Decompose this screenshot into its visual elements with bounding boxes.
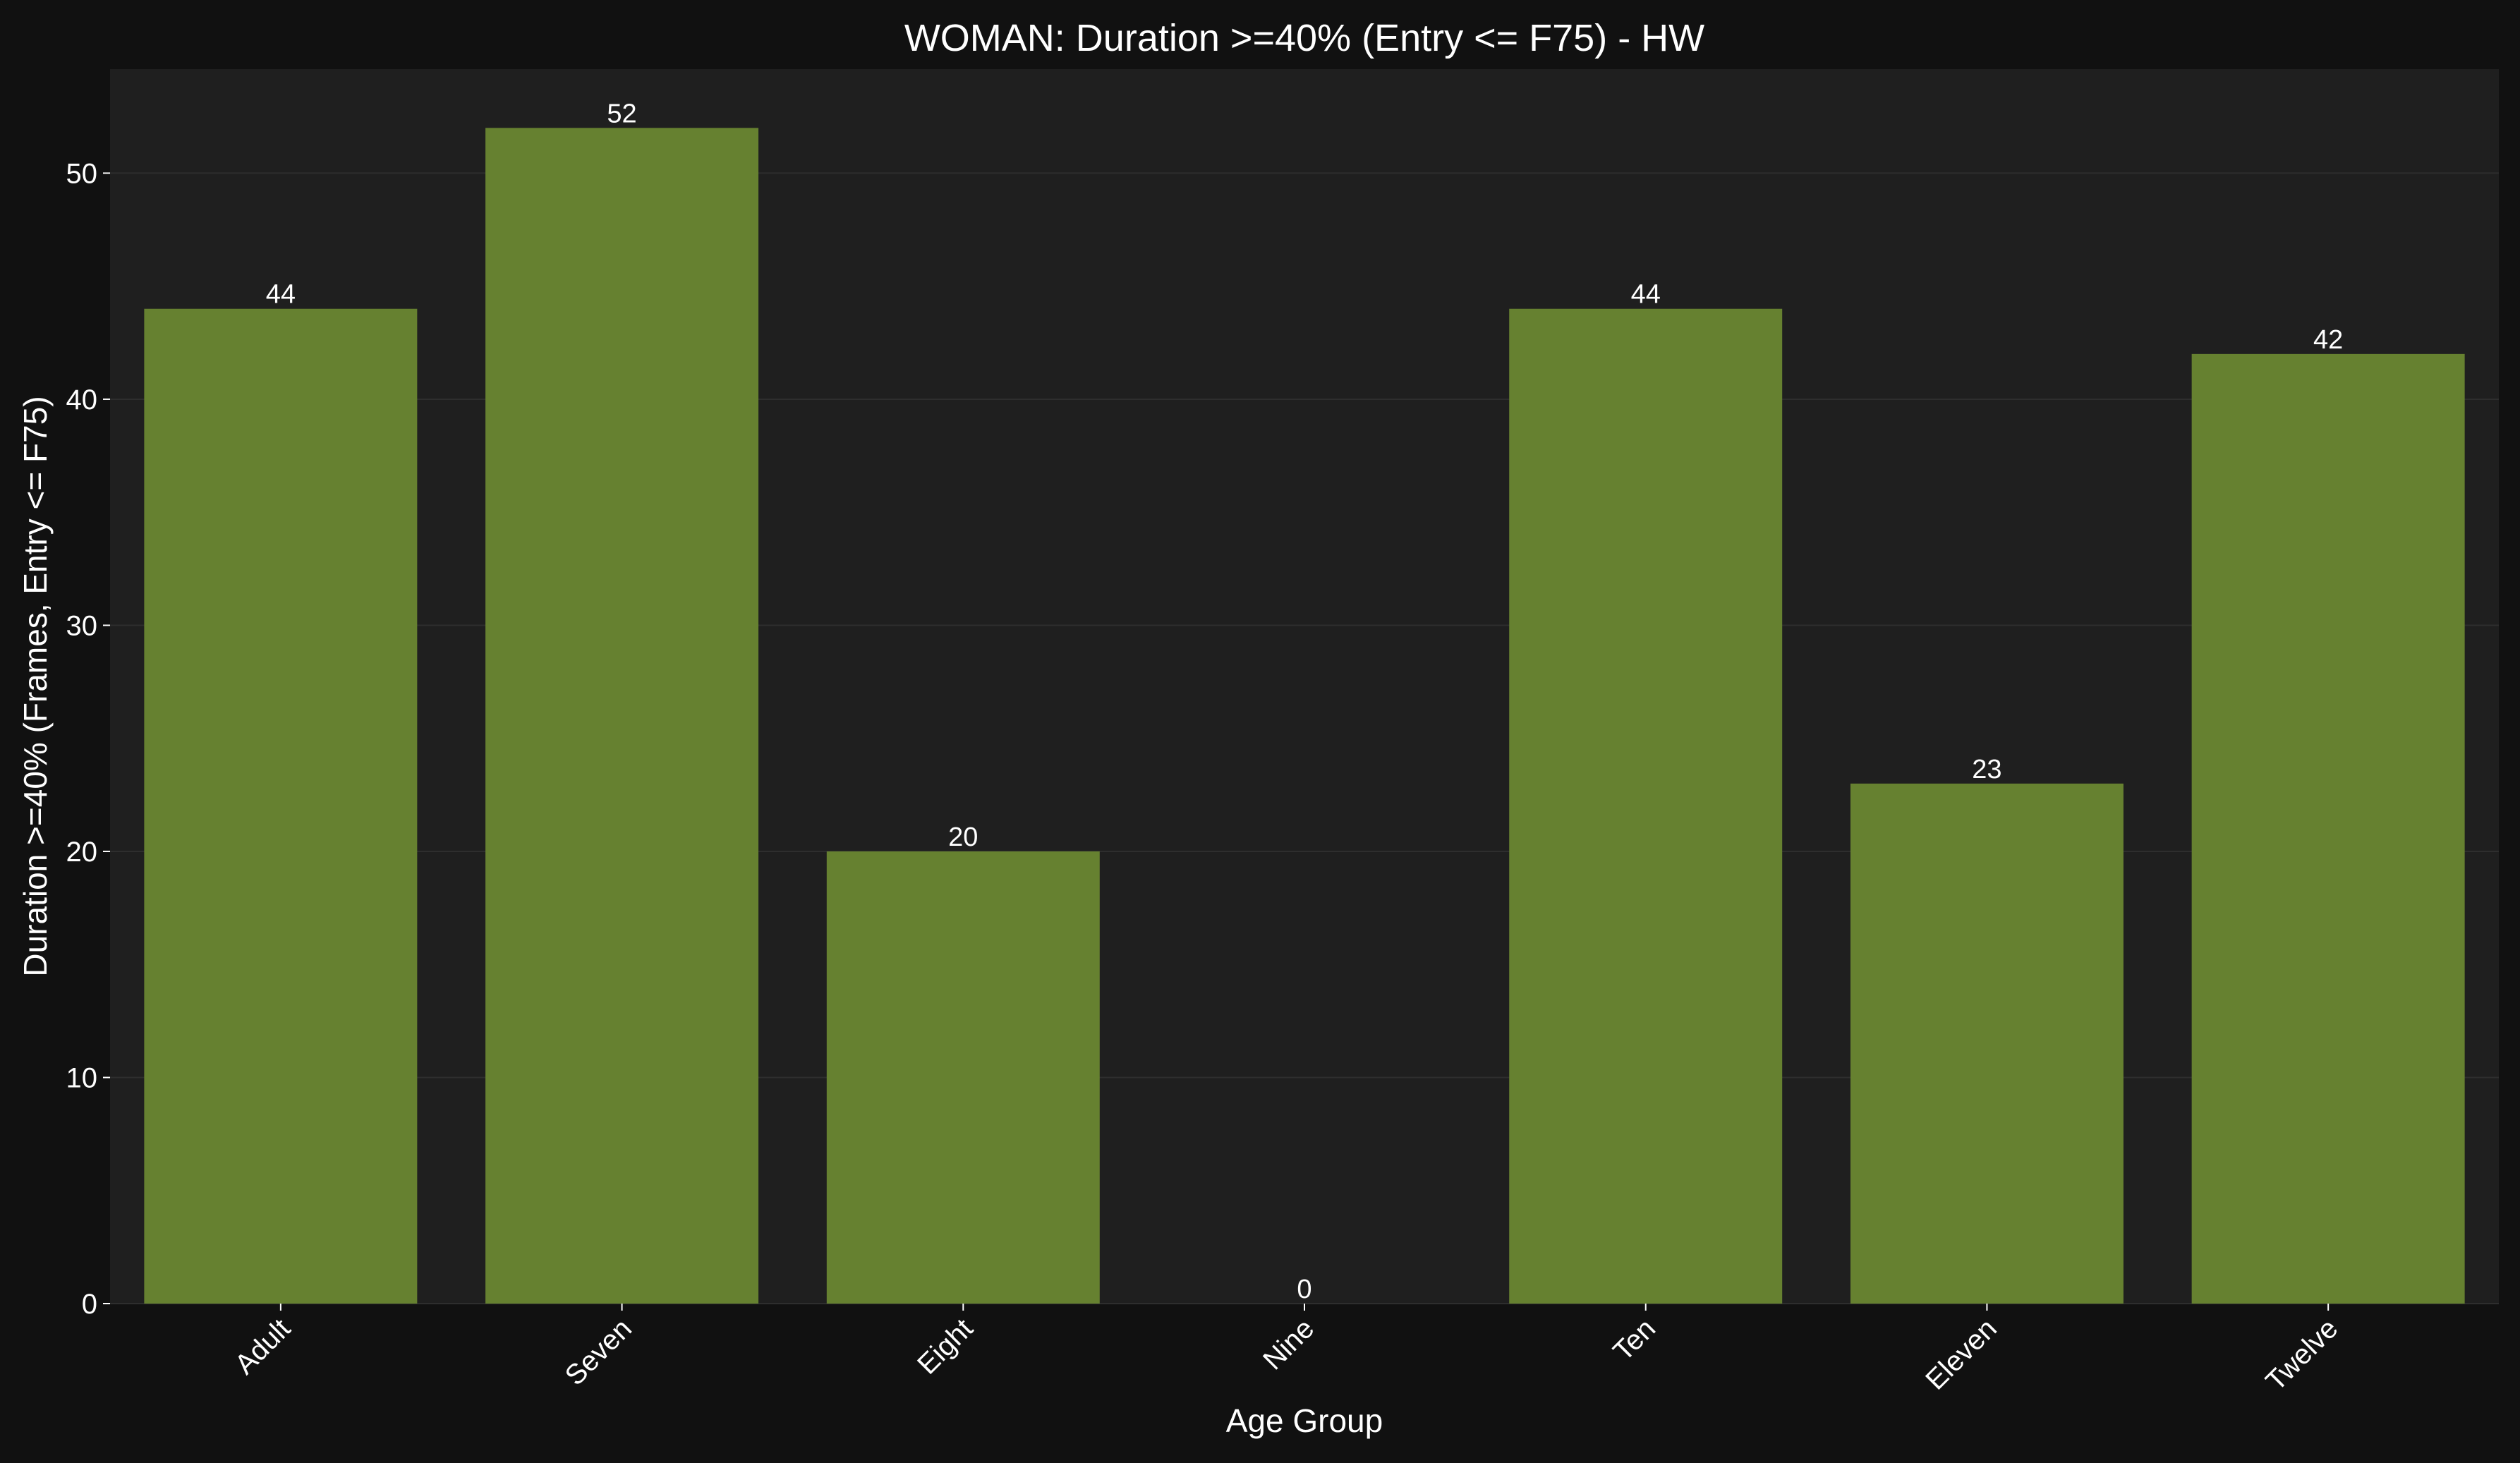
y-tick-label: 10 — [66, 1062, 98, 1093]
data-label: 52 — [607, 99, 636, 128]
y-tick-label: 20 — [66, 837, 98, 868]
y-axis-ticks: 0 10 20 30 40 50 — [66, 158, 110, 1320]
data-label: 0 — [1297, 1275, 1312, 1304]
y-tick-label: 30 — [66, 610, 98, 641]
data-label: 23 — [1972, 755, 2001, 784]
chart-title: WOMAN: Duration >=40% (Entry <= F75) - H… — [904, 17, 1704, 59]
bar — [144, 308, 418, 1304]
bar — [485, 128, 759, 1304]
data-label: 42 — [2313, 325, 2343, 355]
bar — [826, 851, 1100, 1304]
data-label: 44 — [1631, 280, 1661, 310]
y-tick-label: 40 — [66, 384, 98, 415]
x-axis-label: Age Group — [1226, 1402, 1383, 1439]
data-labels: 44 52 20 0 44 23 42 — [266, 99, 2344, 1304]
bar — [2191, 353, 2465, 1304]
data-label: 44 — [266, 280, 296, 310]
y-tick-label: 0 — [82, 1289, 97, 1320]
data-label: 20 — [948, 822, 978, 852]
bars — [144, 128, 2465, 1304]
y-axis-label: Duration >=40% (Frames, Entry <= F75) — [17, 396, 54, 976]
bar — [1509, 308, 1783, 1304]
y-tick-label: 50 — [66, 158, 98, 189]
plot-area — [110, 69, 2499, 1304]
bar — [1850, 783, 2124, 1304]
